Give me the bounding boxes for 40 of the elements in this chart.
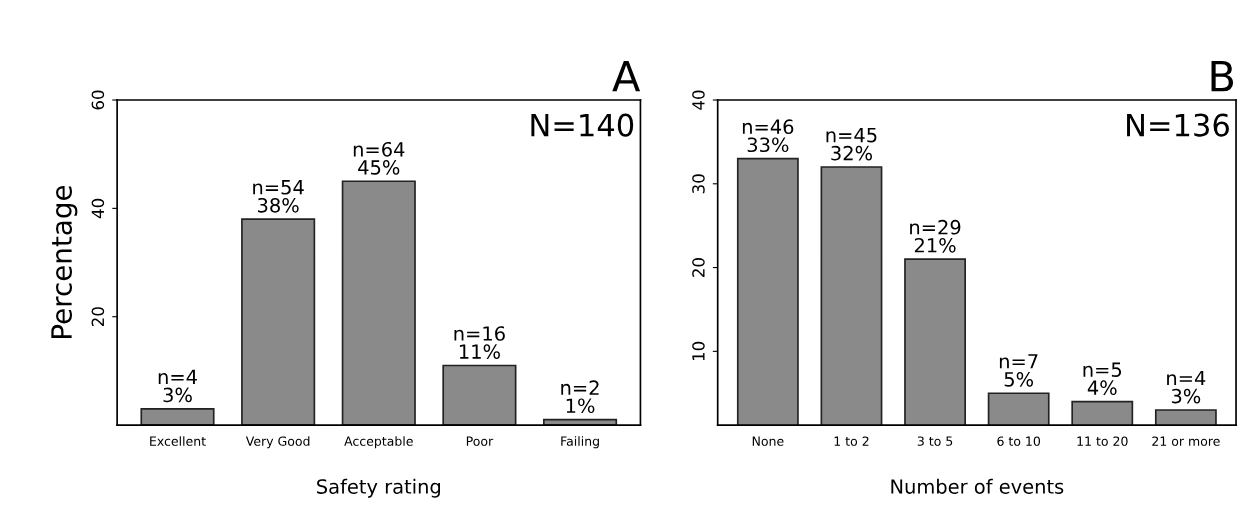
data-label: n=16 11% (454, 326, 505, 359)
data-label: n=46 33% (742, 119, 794, 153)
x-tick-label: Acceptable (344, 436, 413, 449)
bar (442, 364, 517, 426)
annotation: N=136 (1127, 113, 1229, 137)
y-axis-title: Percentage (51, 185, 78, 338)
data-label: n=4 3% (1167, 370, 1206, 404)
annotation: N=140 (531, 113, 634, 137)
bar (341, 180, 416, 426)
x-axis-title: Number of events (891, 478, 1064, 494)
x-tick-label: None (752, 436, 784, 446)
x-tick-label: 6 to 10 (997, 436, 1041, 446)
data-label: n=2 1% (561, 380, 599, 414)
y-tick-label: 40 (692, 90, 705, 110)
bar (140, 407, 215, 426)
data-label: n=54 38% (253, 180, 304, 213)
chart-title: B (1211, 60, 1234, 92)
y-tick-label: 60 (91, 90, 105, 110)
x-tick-label: Poor (466, 436, 494, 446)
data-label: n=29 21% (910, 219, 961, 253)
x-tick-label: Failing (561, 436, 599, 449)
x-tick-label: 3 to 5 (917, 436, 953, 446)
data-label: n=5 4% (1083, 362, 1122, 396)
y-tick-label: 20 (91, 307, 105, 327)
data-label: n=45 32% (826, 127, 877, 161)
x-tick-label: 1 to 2 (834, 436, 869, 446)
x-tick-label: 11 to 20 (1077, 436, 1128, 446)
bar (241, 218, 316, 426)
y-tick-label: 40 (91, 198, 105, 219)
data-label: n=4 3% (158, 369, 197, 403)
y-tick-label: 20 (692, 258, 705, 277)
y-tick-label: 10 (692, 341, 705, 361)
y-tick-label: 30 (692, 174, 705, 194)
chart-title: A (612, 60, 641, 92)
data-label: n=64 45% (353, 141, 405, 175)
x-axis-title: Safety rating (317, 478, 441, 498)
x-tick-label: Very Good (245, 436, 310, 449)
x-tick-label: 21 or more (1152, 436, 1220, 446)
x-tick-label: Excellent (150, 436, 206, 446)
data-label: n=7 5% (999, 354, 1038, 387)
